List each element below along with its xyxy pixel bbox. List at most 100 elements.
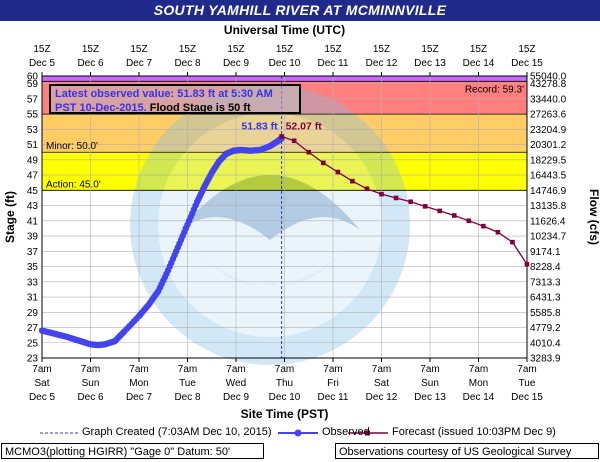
y2-tick-label: 14746.9 [530, 186, 567, 197]
top-tick-date: Dec 9 [223, 58, 250, 69]
x-tick-date: Dec 7 [126, 392, 153, 403]
y2-tick-label: 55040.0 [530, 72, 567, 83]
forecast-point [364, 186, 370, 192]
forecast-point [451, 213, 457, 218]
legend: Graph Created (7:03AM Dec 10, 2015) Obse… [0, 425, 600, 441]
y-tick-label: 27 [27, 323, 39, 334]
forecast-point [510, 239, 515, 245]
record-label: Record: 59.3' [465, 84, 524, 95]
y-tick-label: 59 [27, 79, 39, 90]
x-tick-time: 7am [129, 364, 148, 375]
y2-axis-title: Flow (cfs) [587, 189, 600, 245]
top-tick-date: Dec 14 [463, 58, 495, 69]
x-tick-day: Sun [421, 378, 439, 389]
x-axis-title: Site Time (PST) [241, 407, 329, 421]
top-tick-date: Dec 12 [366, 58, 398, 69]
x-tick-date: Dec 5 [29, 392, 56, 403]
plot-frame [41, 75, 528, 359]
y2-tick-label: 5585.8 [530, 308, 561, 319]
forecast-point [466, 218, 472, 224]
x-tick-date: Dec 12 [366, 392, 398, 403]
y-tick-label: 60 [27, 72, 39, 83]
top-tick-date: Dec 10 [269, 58, 301, 69]
y-tick-label: 25 [27, 338, 39, 349]
y-tick-label: 53 [27, 125, 39, 136]
top-tick-time: 15Z [421, 44, 438, 55]
y-tick-label: 35 [27, 262, 39, 273]
gage-datum-box: MCMO3(plotting HGIRR) "Gage 0" Datum: 50… [1, 443, 264, 459]
y-tick-label: 45 [27, 186, 39, 197]
y-tick-label: 47 [27, 171, 39, 182]
x-tick-date: Dec 14 [463, 392, 495, 403]
legend-forecast: Forecast (issued 10:03PM Dec 9) [392, 426, 556, 438]
x-tick-date: Dec 8 [174, 392, 201, 403]
top-tick-date: Dec 7 [126, 58, 153, 69]
forecast-point [379, 191, 384, 197]
x-tick-time: 7am [32, 364, 51, 375]
x-tick-time: 7am [323, 364, 342, 375]
minor-stage-label: Minor: 50.0' [46, 141, 98, 152]
y2-tick-label: 6431.3 [530, 293, 561, 304]
forecast-point [350, 178, 355, 184]
legend-observed: Observed [322, 426, 370, 438]
y-tick-label: 41 [27, 216, 39, 227]
top-axis-title: Universal Time (UTC) [224, 23, 345, 37]
x-tick-time: 7am [275, 364, 294, 375]
x-tick-date: Dec 6 [77, 392, 104, 403]
forecast-swatch-marker [365, 430, 370, 436]
x-tick-date: Dec 15 [511, 392, 543, 403]
x-tick-time: 7am [226, 364, 245, 375]
flood-stage-text: Flood Stage is 50 ft [146, 102, 251, 114]
latest-value-box: Latest observed value: 51.83 ft at 5:30 … [49, 84, 301, 114]
x-tick-date: Dec 13 [414, 392, 446, 403]
forecast-peak-label: 52.07 ft [286, 120, 323, 132]
x-tick-day: Fri [327, 378, 339, 389]
top-tick-time: 15Z [227, 44, 244, 55]
y-tick-label: 29 [27, 308, 39, 319]
legend-graph-created: Graph Created (7:03AM Dec 10, 2015) [82, 426, 272, 438]
top-tick-date: Dec 5 [29, 58, 56, 69]
observations-credit-box: Observations courtesy of US Geological S… [335, 443, 599, 459]
y2-tick-label: 16443.5 [530, 171, 567, 182]
y2-tick-label: 13135.8 [530, 201, 567, 212]
y2-tick-label: 20301.2 [530, 140, 567, 151]
y-tick-label: 37 [27, 247, 39, 258]
y-tick-label: 57 [27, 94, 39, 105]
y2-tick-label: 10234.7 [530, 232, 567, 243]
y-tick-label: 55 [27, 110, 39, 121]
observed-peak-label: 51.83 ft [241, 120, 278, 132]
top-tick-date: Dec 6 [77, 58, 104, 69]
y2-tick-label: 3283.9 [530, 354, 561, 365]
y-tick-label: 39 [27, 232, 39, 243]
x-tick-day: Sun [82, 378, 100, 389]
x-tick-day: Sat [374, 378, 389, 389]
x-tick-day: Wed [226, 378, 246, 389]
x-tick-time: 7am [178, 364, 197, 375]
top-tick-time: 15Z [470, 44, 487, 55]
top-tick-time: 15Z [33, 44, 50, 55]
x-tick-day: Mon [469, 378, 488, 389]
x-tick-time: 7am [81, 364, 100, 375]
top-tick-time: 15Z [82, 44, 99, 55]
forecast-point [393, 195, 399, 201]
action-stage-label: Action: 45.0' [46, 179, 101, 190]
y2-tick-label: 18229.5 [530, 155, 567, 166]
x-tick-time: 7am [517, 364, 536, 375]
forecast-point [279, 134, 284, 139]
y-tick-label: 23 [27, 354, 39, 365]
y2-tick-label: 23204.9 [530, 125, 567, 136]
top-tick-time: 15Z [324, 44, 341, 55]
forecast-point [408, 199, 413, 205]
observed-swatch-marker [294, 429, 302, 437]
x-tick-time: 7am [469, 364, 488, 375]
y2-tick-label: 4010.4 [530, 338, 561, 349]
y2-tick-label: 4779.2 [530, 323, 561, 334]
forecast-point [335, 169, 341, 175]
latest-value-date: PST 10-Dec-2015. [55, 102, 147, 114]
top-tick-time: 15Z [373, 44, 390, 55]
x-tick-day: Mon [129, 378, 148, 389]
y2-tick-label: 9174.1 [530, 247, 561, 258]
top-tick-date: Dec 11 [318, 58, 349, 69]
top-tick-time: 15Z [518, 44, 535, 55]
